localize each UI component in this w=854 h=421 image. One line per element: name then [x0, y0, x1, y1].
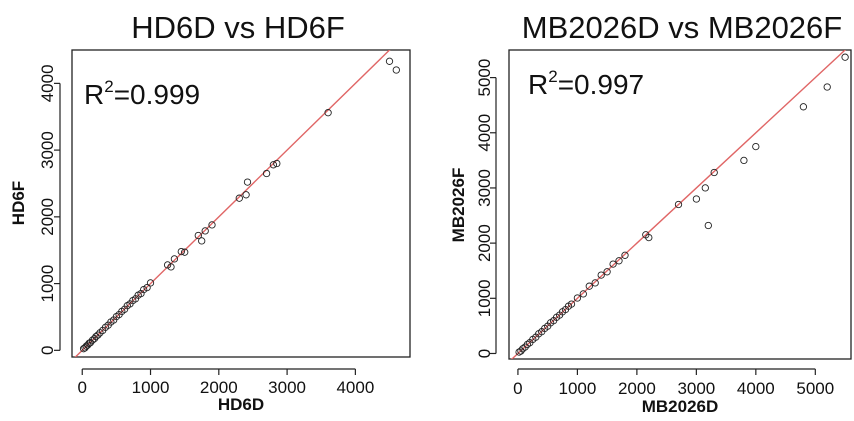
data-point [701, 184, 709, 192]
y-axis-label: MB2026F [449, 168, 468, 243]
y-tick-label: 1000 [475, 279, 494, 317]
data-point [385, 57, 394, 65]
x-tick-label: 2000 [618, 379, 656, 398]
data-point [146, 279, 155, 287]
data-point [674, 200, 683, 209]
data-point [324, 109, 332, 117]
data-point [194, 231, 202, 240]
data-point [841, 53, 849, 61]
scatter-panel-hd6: HD6D vs HD6F R2=0.999 HD6D HD6F 0 1000 200… [9, 10, 411, 414]
data-point [269, 161, 278, 169]
data-point [243, 178, 252, 186]
y-tick-label: 3000 [38, 131, 57, 169]
y-tick-label: 0 [38, 346, 57, 355]
data-point [567, 300, 576, 308]
x-tick-label: 4000 [737, 379, 775, 398]
y-tick-label: 1000 [38, 265, 57, 303]
data-point [235, 194, 243, 202]
data-point [517, 347, 525, 355]
y-axis-label: HD6F [9, 181, 28, 225]
r2-prefix: R [528, 69, 548, 100]
r2-value: =0.999 [114, 79, 200, 110]
data-point [823, 83, 831, 91]
chart-title: HD6D vs HD6F [131, 10, 345, 45]
chart-title: MB2026D vs MB2026F [522, 10, 842, 45]
y-tick-label: 0 [475, 349, 494, 358]
data-point [609, 260, 617, 268]
y-tick-label: 4000 [38, 64, 57, 102]
x-tick-label: 4000 [336, 378, 374, 397]
x-tick-label: 1000 [558, 379, 596, 398]
data-point [645, 233, 653, 242]
r2-superscript: 2 [104, 77, 113, 96]
data-point [143, 283, 151, 292]
x-tick-label: 3000 [268, 378, 306, 397]
data-point [579, 290, 587, 298]
data-point [615, 257, 623, 265]
r2-prefix: R [84, 79, 104, 110]
y-tick-label: 2000 [38, 198, 57, 236]
y-tick-label: 5000 [475, 59, 494, 97]
data-point [752, 142, 760, 151]
data-point [523, 340, 532, 349]
data-point [692, 195, 701, 203]
data-point [262, 169, 271, 178]
y-tick-label: 4000 [475, 114, 494, 152]
data-point [86, 339, 95, 347]
x-tick-label: 2000 [200, 378, 238, 397]
data-point [242, 191, 250, 199]
data-point [519, 345, 527, 353]
data-point [392, 66, 400, 74]
data-point [201, 227, 209, 235]
x-tick-label: 0 [513, 379, 522, 398]
regression-line [510, 50, 847, 359]
data-point [177, 247, 185, 256]
x-axis-label: HD6D [218, 395, 264, 414]
scatter-panel-mb2026: MB2026D vs MB2026F R2=0.997 MB2026D MB20… [449, 10, 852, 416]
y-tick-label: 3000 [475, 169, 494, 207]
data-point [181, 248, 189, 256]
x-tick-label: 5000 [796, 379, 834, 398]
data-point [273, 159, 281, 168]
data-point [170, 255, 179, 263]
x-tick-label: 1000 [132, 378, 170, 397]
plot-frame [71, 49, 411, 358]
r2-value: =0.997 [558, 69, 644, 100]
r2-superscript: 2 [548, 67, 557, 86]
r-squared-annotation: R2=0.999 [84, 77, 200, 110]
x-tick-label: 3000 [677, 379, 715, 398]
y-tick-label: 2000 [475, 224, 494, 262]
data-point [597, 271, 605, 279]
r-squared-annotation: R2=0.997 [528, 67, 644, 100]
x-axis-label: MB2026D [642, 397, 719, 416]
data-point [621, 251, 629, 259]
data-point [591, 279, 599, 287]
data-point [198, 237, 206, 245]
data-point [573, 294, 582, 302]
data-point [167, 263, 175, 271]
plot-frame [508, 49, 852, 360]
data-point [799, 103, 808, 111]
data-point [94, 331, 102, 339]
data-point [92, 332, 100, 341]
x-tick-label: 0 [78, 378, 87, 397]
data-point [710, 168, 718, 177]
data-point [208, 221, 216, 229]
data-point [740, 156, 748, 165]
data-point [704, 221, 712, 230]
data-point [585, 282, 593, 290]
data-point [81, 344, 89, 352]
data-point [603, 268, 611, 276]
